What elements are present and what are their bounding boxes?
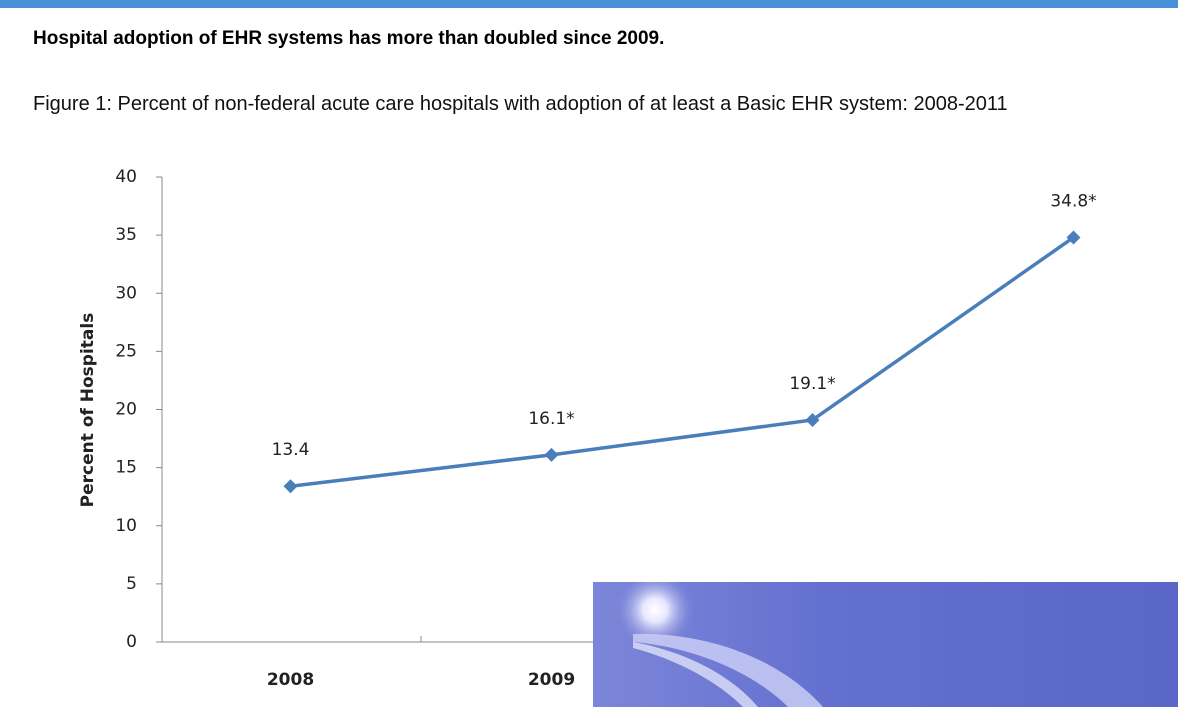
overlay-graphic (615, 582, 823, 707)
y-axis-label: Percent of Hospitals (78, 313, 98, 508)
data-label: 34.8* (1050, 191, 1096, 211)
swoosh (633, 633, 823, 707)
y-tick-label: 5 (126, 574, 137, 594)
marker (544, 447, 559, 462)
heading: Hospital adoption of EHR systems has mor… (33, 28, 665, 49)
overlay-image (593, 582, 1178, 707)
marker (283, 479, 298, 494)
x-tick-label: 2008 (267, 670, 314, 690)
glow (615, 582, 695, 650)
marker (1066, 230, 1081, 245)
y-tick-label: 10 (115, 516, 137, 536)
y-tick-label: 25 (115, 341, 137, 361)
y-tick-label: 40 (115, 167, 137, 187)
data-label: 16.1* (528, 409, 574, 429)
top-bar (0, 0, 1178, 8)
y-tick-label: 0 (126, 632, 137, 652)
figure-caption: Figure 1: Percent of non-federal acute c… (33, 93, 1008, 115)
swoosh (633, 642, 758, 707)
y-tick-label: 35 (115, 225, 137, 245)
data-label: 19.1* (789, 374, 835, 394)
data-line (290, 236, 1075, 488)
marker (805, 412, 820, 427)
y-tick-label: 30 (115, 283, 137, 303)
data-label: 13.4 (272, 440, 310, 460)
x-tick-label: 2009 (528, 670, 575, 690)
y-tick-label: 20 (115, 400, 137, 420)
y-tick-label: 15 (115, 458, 137, 478)
